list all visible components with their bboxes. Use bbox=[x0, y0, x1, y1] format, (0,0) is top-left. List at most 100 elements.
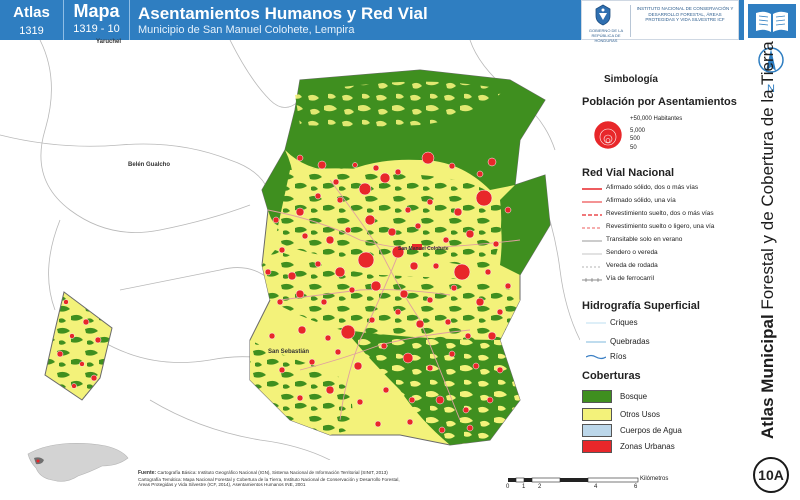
population-size-1: +50,000 Habitantes bbox=[630, 116, 683, 122]
settlement-dot bbox=[394, 168, 402, 176]
legend-cover-label: Bosque bbox=[620, 392, 648, 401]
settlement-dot bbox=[357, 251, 375, 269]
place-label-san-sebastian: San Sebastián bbox=[268, 349, 310, 355]
legend-road-row: Revestimiento suelto o ligero, una vía bbox=[582, 223, 752, 235]
scale-tick-1: 1 bbox=[522, 484, 526, 490]
legend-road-label: Sendero o vereda bbox=[606, 249, 658, 256]
legend-road-label: Afirmado sólido, una vía bbox=[606, 197, 676, 204]
legend-hidrografia-title: Hidrografía Superficial bbox=[582, 300, 700, 312]
swatch-otros-usos bbox=[582, 408, 612, 421]
settlement-dot bbox=[334, 266, 346, 278]
source-label: Fuente: bbox=[138, 470, 157, 476]
settlement-dot bbox=[340, 324, 356, 340]
legend-hydro-label: Quebradas bbox=[610, 337, 650, 346]
municipality-exclave bbox=[44, 291, 113, 401]
settlement-dot bbox=[399, 289, 409, 299]
legend-road-row: Vía de ferrocarril bbox=[582, 275, 752, 287]
settlement-dot bbox=[465, 229, 475, 239]
wheel-track-icon bbox=[582, 266, 602, 268]
settlement-dot bbox=[382, 386, 390, 394]
settlement-dot bbox=[421, 151, 435, 165]
legend-cover-label: Otros Usos bbox=[620, 410, 661, 419]
north-label: N bbox=[767, 83, 775, 95]
scale-tick-0: 0 bbox=[506, 484, 510, 490]
population-size-3: 500 bbox=[630, 136, 641, 142]
swatch-zonas-urbanas bbox=[582, 440, 612, 453]
legend-road-row: Afirmado sólido, una vía bbox=[582, 197, 752, 209]
settlement-dot bbox=[295, 207, 305, 217]
road-solid-double-icon bbox=[582, 188, 602, 190]
legend-poblacion-title: Población por Asentamientos bbox=[582, 96, 737, 108]
settlement-dot bbox=[408, 396, 416, 404]
settlement-dot bbox=[415, 319, 425, 329]
settlement-dot bbox=[296, 154, 304, 162]
settlement-dot bbox=[394, 308, 402, 316]
legend-hydro-label: Ríos bbox=[610, 352, 627, 361]
logo-right-text: INSTITUTO NACIONAL DE CONSERVACIÓN Y DES… bbox=[636, 6, 734, 22]
settlement-points bbox=[56, 151, 512, 434]
settlement-dot bbox=[297, 325, 307, 335]
settlement-dot bbox=[444, 318, 452, 326]
settlement-dot bbox=[370, 280, 382, 292]
vertical-title-rest: Forestal y de Cobertura de la Tierra bbox=[758, 41, 777, 315]
settlement-dot bbox=[276, 298, 284, 306]
legend-coberturas-title: Coberturas bbox=[582, 370, 641, 382]
settlement-dot bbox=[334, 348, 342, 356]
vertical-title-bold: Atlas Municipal bbox=[758, 314, 777, 439]
settlement-dot bbox=[486, 396, 494, 404]
atlas-number: 1319 bbox=[19, 25, 44, 37]
mapa-number: 1319 - 10 bbox=[73, 23, 120, 35]
settlement-dot bbox=[94, 336, 102, 344]
open-book-icon bbox=[748, 4, 796, 38]
settlement-dot bbox=[391, 245, 405, 259]
settlement-dot bbox=[325, 235, 335, 245]
scale-tick-2: 2 bbox=[538, 484, 542, 490]
settlement-dot bbox=[374, 420, 382, 428]
settlement-dot bbox=[448, 350, 456, 358]
settlement-dot bbox=[496, 366, 504, 374]
scale-bar bbox=[508, 477, 639, 483]
source-line-2: Cartografía Temática: Mapa Nacional Fore… bbox=[138, 476, 400, 482]
settlement-dot bbox=[278, 366, 286, 374]
settlement-dot bbox=[504, 206, 512, 214]
river-icon bbox=[586, 354, 606, 360]
place-label-yaruchel: Yaruchel bbox=[96, 39, 122, 45]
source-notes: Fuente: Cartografía Básica: Instituto Ge… bbox=[138, 470, 478, 488]
settlement-dot bbox=[278, 246, 286, 254]
settlement-dot bbox=[426, 364, 434, 372]
settlement-dot bbox=[320, 298, 328, 306]
legend-road-label: Afirmado sólido, dos o más vías bbox=[606, 184, 699, 191]
settlement-dot bbox=[432, 262, 440, 270]
settlement-dot bbox=[268, 332, 276, 340]
page-subtitle: Municipio de San Manuel Colohete, Lempir… bbox=[138, 24, 355, 36]
settlement-dot bbox=[404, 206, 412, 214]
legend-road-label: Revestimiento suelto o ligero, una vía bbox=[606, 223, 715, 230]
settlement-dot bbox=[272, 216, 280, 224]
settlement-dot bbox=[372, 164, 380, 172]
mapa-box: Mapa 1319 - 10 bbox=[64, 0, 130, 40]
logo-left-text: GOBIERNO DE LA REPÚBLICA DE HONDURAS bbox=[588, 28, 624, 43]
road-summer-icon bbox=[582, 240, 602, 242]
settlement-dot bbox=[492, 240, 500, 248]
legend-hydro-label: Criques bbox=[610, 318, 638, 327]
settlement-dot bbox=[90, 374, 98, 382]
settlement-dot bbox=[466, 424, 474, 432]
settlement-dot bbox=[462, 406, 470, 414]
settlement-dot bbox=[358, 182, 372, 196]
legend-title: Simbología bbox=[604, 74, 658, 85]
atlas-vertical-title: Atlas Municipal Forestal y de Cobertura … bbox=[758, 41, 784, 439]
settlement-dot bbox=[450, 284, 458, 292]
settlement-dot bbox=[324, 334, 332, 342]
stream-icon bbox=[586, 341, 606, 343]
settlement-dot bbox=[314, 260, 322, 268]
road-solid-single-icon bbox=[582, 201, 602, 203]
settlement-dot bbox=[317, 160, 327, 170]
road-loose-double-icon bbox=[582, 214, 602, 216]
municipality-map bbox=[0, 40, 580, 460]
scale-unit: Kilómetros bbox=[640, 476, 669, 482]
legend-road-label: Vereda de rodada bbox=[606, 262, 658, 269]
settlement-dot bbox=[264, 268, 272, 276]
urban-zone bbox=[412, 244, 422, 250]
swatch-cuerpos-agua bbox=[582, 424, 612, 437]
settlement-dot bbox=[472, 362, 480, 370]
